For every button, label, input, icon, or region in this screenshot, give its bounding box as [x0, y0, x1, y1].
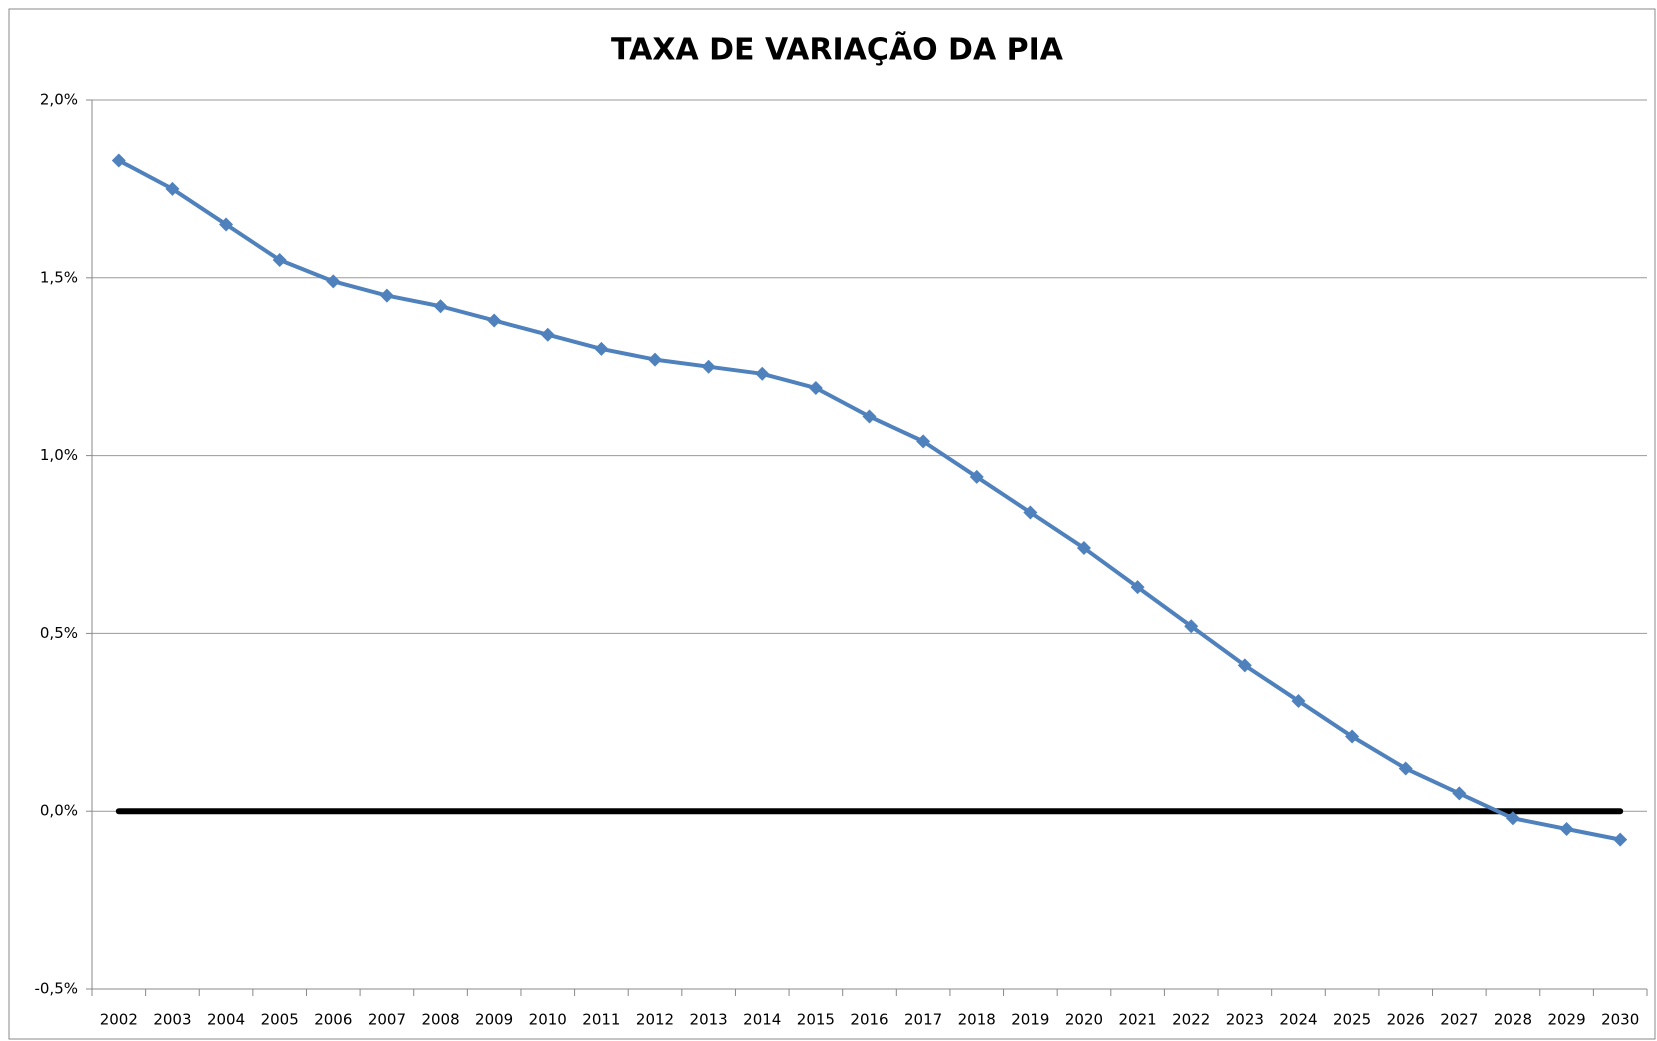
data-point	[433, 299, 448, 314]
x-tick-label: 2010	[529, 1011, 567, 1029]
x-tick-label: 2020	[1065, 1011, 1103, 1029]
data-point	[1130, 580, 1145, 595]
x-tick-label: 2024	[1279, 1011, 1317, 1029]
x-tick-label: 2003	[153, 1011, 191, 1029]
y-tick-label: 1,0%	[40, 446, 78, 464]
x-tick-label: 2009	[475, 1011, 513, 1029]
chart-title: TAXA DE VARIAÇÃO DA PIA	[611, 31, 1064, 68]
x-tick-label: 2012	[636, 1011, 674, 1029]
x-tick-label: 2028	[1494, 1011, 1532, 1029]
x-tick-label: 2004	[207, 1011, 245, 1029]
x-tick-label: 2006	[314, 1011, 352, 1029]
x-tick-label: 2022	[1172, 1011, 1210, 1029]
data-point	[701, 359, 716, 374]
x-tick-label: 2030	[1601, 1011, 1639, 1029]
x-tick-label: 2026	[1387, 1011, 1425, 1029]
data-point	[755, 366, 770, 381]
x-tick-label: 2013	[690, 1011, 728, 1029]
data-point	[862, 409, 877, 424]
data-point	[916, 434, 931, 449]
x-tick-label: 2018	[958, 1011, 996, 1029]
data-point	[379, 288, 394, 303]
x-tick-label: 2016	[850, 1011, 888, 1029]
x-tick-label: 2007	[368, 1011, 406, 1029]
y-tick-label: 1,5%	[40, 268, 78, 286]
x-tick-label: 2023	[1226, 1011, 1264, 1029]
data-point	[1291, 693, 1306, 708]
data-point	[1398, 761, 1413, 776]
data-point	[594, 341, 609, 356]
data-point	[219, 217, 234, 232]
chart-frame	[8, 8, 1656, 1040]
x-tick-label: 2025	[1333, 1011, 1371, 1029]
x-tick-label: 2002	[100, 1011, 138, 1029]
y-tick-label: 0,5%	[40, 624, 78, 642]
data-point	[808, 381, 823, 396]
data-point	[1452, 786, 1467, 801]
data-point	[1023, 505, 1038, 520]
data-point	[487, 313, 502, 328]
x-tick-label: 2021	[1119, 1011, 1157, 1029]
x-tick-label: 2027	[1440, 1011, 1478, 1029]
data-point	[1184, 619, 1199, 634]
data-point	[1076, 541, 1091, 556]
x-tick-label: 2011	[582, 1011, 620, 1029]
x-tick-label: 2015	[797, 1011, 835, 1029]
x-tick-label: 2014	[743, 1011, 781, 1029]
x-tick-label: 2029	[1547, 1011, 1585, 1029]
data-point	[969, 469, 984, 484]
data-point	[1613, 832, 1628, 847]
data-point	[1559, 821, 1574, 836]
x-tick-label: 2008	[421, 1011, 459, 1029]
data-point	[326, 274, 341, 289]
x-tick-label: 2019	[1011, 1011, 1049, 1029]
y-tick-label: 0,0%	[40, 802, 78, 820]
data-point	[1237, 658, 1252, 673]
data-point	[111, 153, 126, 168]
x-tick-label: 2017	[904, 1011, 942, 1029]
data-point	[165, 181, 180, 196]
data-point	[272, 253, 287, 268]
y-tick-label: -0,5%	[34, 980, 78, 998]
data-point	[1345, 729, 1360, 744]
data-point	[1505, 811, 1520, 826]
data-point	[648, 352, 663, 367]
x-tick-label: 2005	[261, 1011, 299, 1029]
y-tick-label: 2,0%	[40, 91, 78, 109]
data-point	[540, 327, 555, 342]
